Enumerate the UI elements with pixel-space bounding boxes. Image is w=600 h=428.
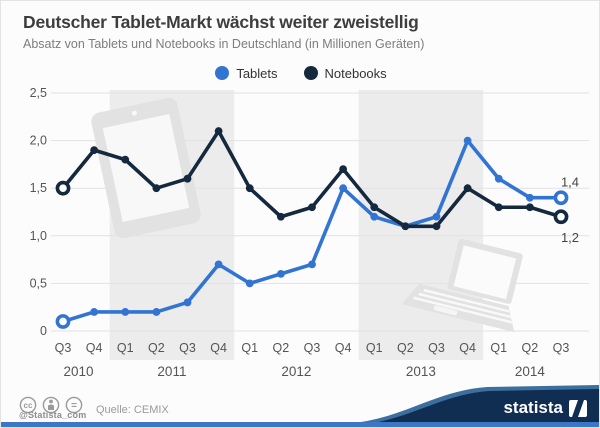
data-point	[214, 127, 223, 135]
data-point	[401, 222, 410, 231]
data-point	[90, 146, 99, 155]
x-tick-label: Q2	[522, 341, 539, 355]
data-point	[339, 165, 348, 174]
x-tick-label: Q2	[273, 341, 290, 355]
chart-svg: 2,5 2,0 1,5 1,0 0,5 0 1,4 1,2 Q3 Q4 Q1 Q2 Q3 Q4 Q1 Q2…	[30, 86, 589, 379]
y-tick-label: 0,5	[30, 276, 47, 290]
data-point	[152, 184, 161, 193]
data-point	[308, 260, 316, 269]
source-note: Quelle: CEMIX	[96, 404, 169, 416]
legend-item-notebooks: Notebooks	[303, 65, 387, 81]
laptop-watermark-icon	[401, 238, 523, 333]
y-tick-label: 2,5	[30, 86, 47, 100]
x-tick-label: Q4	[335, 341, 352, 355]
y-tick-label: 1,5	[30, 181, 47, 195]
legend-label: Tablets	[236, 65, 278, 81]
data-point	[494, 174, 503, 183]
data-point-open	[553, 209, 569, 225]
data-point	[245, 184, 254, 193]
data-point	[90, 308, 99, 316]
year-label: 2011	[157, 364, 186, 379]
data-point	[463, 184, 472, 193]
end-value-label: 1,4	[561, 175, 579, 190]
year-label: 2013	[406, 364, 436, 379]
data-point	[432, 212, 441, 221]
data-point	[245, 279, 254, 288]
data-point	[276, 212, 285, 221]
legend-dot	[303, 66, 318, 80]
chart-legend: Tablets Notebooks	[1, 63, 599, 83]
x-tick-label: Q3	[428, 341, 445, 355]
series-layer: 1,4 1,2	[55, 127, 579, 329]
data-point	[463, 136, 472, 145]
wave-dark-band	[339, 389, 599, 427]
page-subtitle: Absatz von Tablets und Notebooks in Deut…	[23, 37, 425, 51]
data-point	[308, 203, 316, 212]
data-point-open	[55, 314, 71, 329]
data-point	[152, 308, 161, 316]
x-tick-label: Q4	[459, 341, 476, 355]
axis-labels-layer: Q3 Q4 Q1 Q2 Q3 Q4 Q1 Q2 Q3 Q4 Q1 Q2 Q3 Q4 Q1 Q2 Q3 2010 20…	[55, 341, 570, 379]
data-point	[214, 260, 223, 269]
data-point	[121, 155, 130, 164]
x-tick-label: Q1	[241, 341, 258, 355]
data-point	[370, 203, 379, 212]
x-tick-label: Q3	[55, 341, 72, 355]
data-point	[494, 203, 503, 212]
year-label: 2014	[515, 364, 546, 379]
bottom-accent-strip	[1, 422, 599, 427]
legend-label: Notebooks	[324, 65, 387, 81]
attribution-icon	[42, 396, 60, 414]
statista-logo-text: statista	[503, 398, 563, 417]
year-label: 2010	[64, 364, 94, 379]
no-derivatives-icon: =	[65, 396, 83, 414]
data-point-open	[553, 190, 569, 206]
x-tick-label: Q1	[366, 341, 383, 355]
statista-wave	[339, 385, 599, 427]
x-tick-label: Q3	[179, 341, 196, 355]
legend-item-tablets: Tablets	[215, 65, 278, 81]
end-value-label: 1,2	[561, 230, 579, 245]
x-tick-label: Q4	[210, 341, 227, 355]
x-tick-label: Q2	[397, 341, 414, 355]
data-point	[121, 308, 130, 316]
x-tick-label: Q4	[86, 341, 103, 355]
data-point	[525, 193, 534, 202]
statista-handle: @Statista_com	[19, 410, 87, 420]
data-point	[432, 222, 441, 231]
license-icons: cc =	[19, 396, 83, 414]
data-point	[339, 184, 348, 193]
y-tick-label: 2,0	[30, 134, 47, 148]
x-tick-label: Q1	[117, 341, 134, 355]
data-point	[183, 298, 192, 307]
tablet-watermark-icon	[91, 97, 201, 239]
x-tick-label: Q2	[148, 341, 165, 355]
data-point	[183, 174, 192, 183]
x-tick-label: Q3	[304, 341, 321, 355]
data-point	[525, 203, 534, 212]
x-tick-label: Q3	[553, 341, 570, 355]
svg-text:cc: cc	[24, 401, 33, 410]
y-tick-label: 0	[40, 324, 47, 338]
statista-logo-icon	[569, 400, 587, 417]
y-tick-label: 1,0	[30, 229, 47, 243]
data-point	[276, 269, 285, 278]
data-point-open	[55, 180, 71, 196]
x-tick-label: Q1	[490, 341, 507, 355]
year-label: 2012	[281, 364, 311, 379]
svg-text:=: =	[71, 401, 77, 412]
legend-dot	[215, 66, 230, 80]
data-point	[370, 212, 379, 221]
cc-icon: cc	[19, 396, 37, 414]
page-title: Deutscher Tablet-Markt wächst weiter zwe…	[23, 12, 419, 32]
